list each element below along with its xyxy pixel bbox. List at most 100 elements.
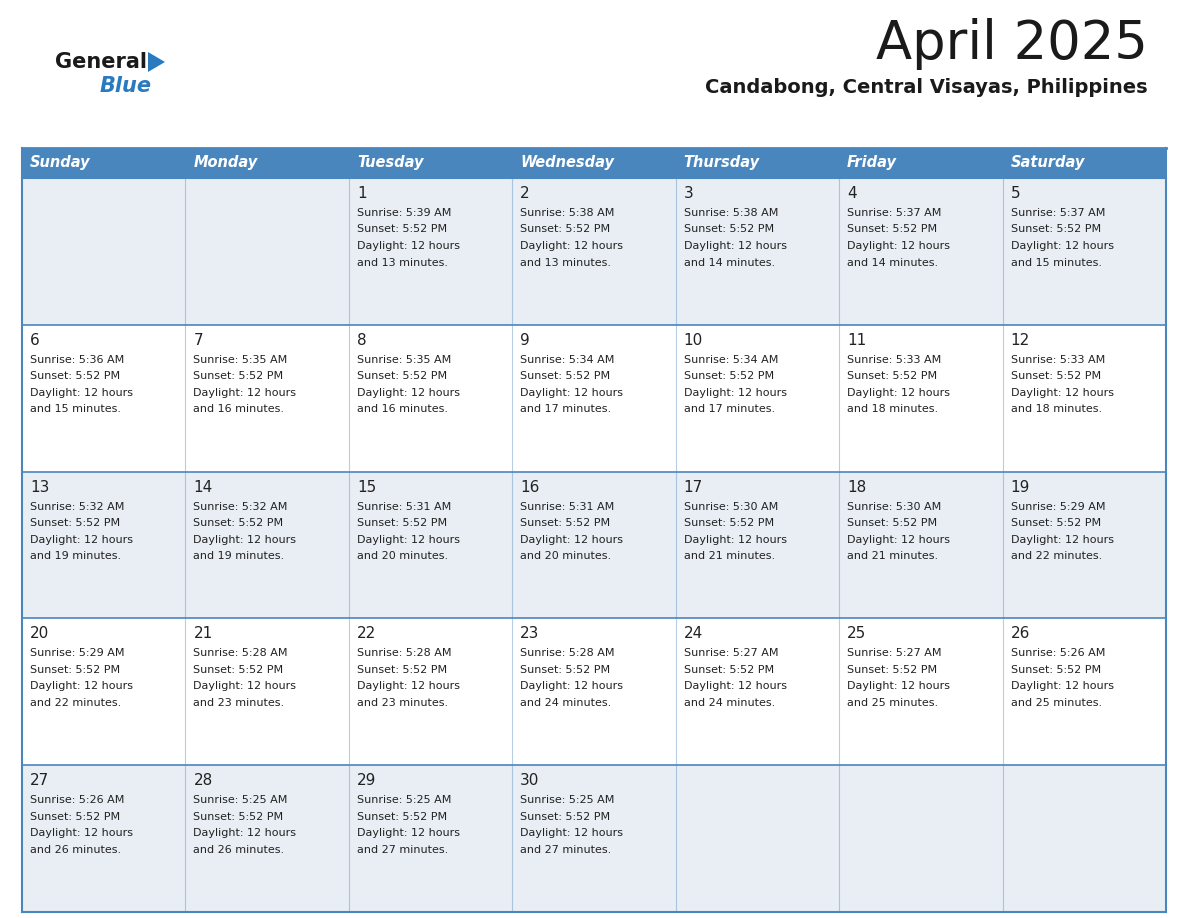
Text: Sunrise: 5:34 AM: Sunrise: 5:34 AM [520,354,614,364]
Text: 27: 27 [30,773,49,789]
Text: Sunset: 5:52 PM: Sunset: 5:52 PM [1011,371,1101,381]
Text: Tuesday: Tuesday [356,155,423,171]
Text: Daylight: 12 hours: Daylight: 12 hours [356,387,460,397]
Text: Monday: Monday [194,155,258,171]
Text: Sunset: 5:52 PM: Sunset: 5:52 PM [520,518,611,528]
Text: Thursday: Thursday [684,155,760,171]
Text: and 14 minutes.: and 14 minutes. [847,258,939,267]
Text: Sunrise: 5:29 AM: Sunrise: 5:29 AM [30,648,125,658]
Text: Daylight: 12 hours: Daylight: 12 hours [30,828,133,838]
Text: Sunset: 5:52 PM: Sunset: 5:52 PM [847,225,937,234]
Text: 18: 18 [847,479,866,495]
Text: Sunset: 5:52 PM: Sunset: 5:52 PM [194,518,284,528]
Bar [23,619,1165,766]
Text: 15: 15 [356,479,377,495]
Text: Sunset: 5:52 PM: Sunset: 5:52 PM [356,812,447,822]
Text: Sunset: 5:52 PM: Sunset: 5:52 PM [684,518,773,528]
Text: 22: 22 [356,626,377,642]
Text: 4: 4 [847,186,857,201]
Text: Daylight: 12 hours: Daylight: 12 hours [30,534,133,544]
Text: Daylight: 12 hours: Daylight: 12 hours [356,534,460,544]
Text: Blue: Blue [100,76,152,96]
Text: Daylight: 12 hours: Daylight: 12 hours [194,681,297,691]
Text: and 22 minutes.: and 22 minutes. [1011,551,1101,561]
Text: April 2025: April 2025 [876,18,1148,70]
Text: Sunrise: 5:37 AM: Sunrise: 5:37 AM [1011,208,1105,218]
Text: 16: 16 [520,479,539,495]
Text: 12: 12 [1011,333,1030,348]
Bar [23,766,1165,912]
Text: Sunrise: 5:33 AM: Sunrise: 5:33 AM [847,354,941,364]
Text: Sunrise: 5:25 AM: Sunrise: 5:25 AM [520,795,614,805]
Text: 23: 23 [520,626,539,642]
Text: Daylight: 12 hours: Daylight: 12 hours [684,241,786,251]
Text: Daylight: 12 hours: Daylight: 12 hours [847,681,950,691]
Text: Sunset: 5:52 PM: Sunset: 5:52 PM [30,371,120,381]
Text: and 16 minutes.: and 16 minutes. [194,404,284,414]
Text: Sunset: 5:52 PM: Sunset: 5:52 PM [356,665,447,675]
Text: Sunrise: 5:25 AM: Sunrise: 5:25 AM [356,795,451,805]
Text: 2: 2 [520,186,530,201]
Text: 28: 28 [194,773,213,789]
Text: Sunrise: 5:38 AM: Sunrise: 5:38 AM [684,208,778,218]
Text: and 16 minutes.: and 16 minutes. [356,404,448,414]
Text: Daylight: 12 hours: Daylight: 12 hours [30,387,133,397]
Text: Saturday: Saturday [1011,155,1085,171]
Text: Sunrise: 5:26 AM: Sunrise: 5:26 AM [1011,648,1105,658]
Text: Candabong, Central Visayas, Philippines: Candabong, Central Visayas, Philippines [706,78,1148,97]
Text: General: General [55,52,147,72]
Text: Daylight: 12 hours: Daylight: 12 hours [194,534,297,544]
Text: Sunrise: 5:33 AM: Sunrise: 5:33 AM [1011,354,1105,364]
Text: Sunset: 5:52 PM: Sunset: 5:52 PM [684,371,773,381]
Text: 6: 6 [30,333,39,348]
Text: Daylight: 12 hours: Daylight: 12 hours [847,534,950,544]
Text: Sunset: 5:52 PM: Sunset: 5:52 PM [684,225,773,234]
Text: Sunset: 5:52 PM: Sunset: 5:52 PM [684,665,773,675]
Text: Sunrise: 5:28 AM: Sunrise: 5:28 AM [356,648,451,658]
Text: Daylight: 12 hours: Daylight: 12 hours [1011,387,1113,397]
Text: Daylight: 12 hours: Daylight: 12 hours [847,387,950,397]
Text: Sunset: 5:52 PM: Sunset: 5:52 PM [847,371,937,381]
Text: Daylight: 12 hours: Daylight: 12 hours [520,387,624,397]
Text: 17: 17 [684,479,703,495]
Text: Sunset: 5:52 PM: Sunset: 5:52 PM [847,665,937,675]
Text: and 14 minutes.: and 14 minutes. [684,258,775,267]
Text: Sunrise: 5:35 AM: Sunrise: 5:35 AM [194,354,287,364]
Text: Sunrise: 5:31 AM: Sunrise: 5:31 AM [520,501,614,511]
Text: Sunrise: 5:29 AM: Sunrise: 5:29 AM [1011,501,1105,511]
Text: Daylight: 12 hours: Daylight: 12 hours [520,241,624,251]
Text: Daylight: 12 hours: Daylight: 12 hours [356,241,460,251]
Bar [23,148,1165,178]
Text: and 20 minutes.: and 20 minutes. [356,551,448,561]
Text: 26: 26 [1011,626,1030,642]
Text: Sunset: 5:52 PM: Sunset: 5:52 PM [194,812,284,822]
Text: Sunset: 5:52 PM: Sunset: 5:52 PM [356,225,447,234]
Text: Sunrise: 5:27 AM: Sunrise: 5:27 AM [847,648,942,658]
Text: Sunset: 5:52 PM: Sunset: 5:52 PM [520,225,611,234]
Text: 13: 13 [30,479,50,495]
Text: Sunrise: 5:26 AM: Sunrise: 5:26 AM [30,795,125,805]
Text: Sunset: 5:52 PM: Sunset: 5:52 PM [1011,518,1101,528]
Text: and 27 minutes.: and 27 minutes. [520,845,612,855]
Text: Sunrise: 5:28 AM: Sunrise: 5:28 AM [194,648,287,658]
Text: and 27 minutes.: and 27 minutes. [356,845,448,855]
Text: Sunrise: 5:36 AM: Sunrise: 5:36 AM [30,354,125,364]
Text: Daylight: 12 hours: Daylight: 12 hours [684,387,786,397]
Text: Daylight: 12 hours: Daylight: 12 hours [847,241,950,251]
Text: and 13 minutes.: and 13 minutes. [520,258,612,267]
Text: Sunrise: 5:30 AM: Sunrise: 5:30 AM [847,501,941,511]
Text: Sunrise: 5:27 AM: Sunrise: 5:27 AM [684,648,778,658]
Text: Sunset: 5:52 PM: Sunset: 5:52 PM [30,518,120,528]
Text: and 15 minutes.: and 15 minutes. [1011,258,1101,267]
Text: and 20 minutes.: and 20 minutes. [520,551,612,561]
Text: Sunset: 5:52 PM: Sunset: 5:52 PM [520,665,611,675]
Text: Sunrise: 5:34 AM: Sunrise: 5:34 AM [684,354,778,364]
Text: Sunset: 5:52 PM: Sunset: 5:52 PM [520,371,611,381]
Text: Sunset: 5:52 PM: Sunset: 5:52 PM [356,371,447,381]
Text: Daylight: 12 hours: Daylight: 12 hours [356,681,460,691]
Text: 24: 24 [684,626,703,642]
Text: Daylight: 12 hours: Daylight: 12 hours [194,387,297,397]
Text: Sunset: 5:52 PM: Sunset: 5:52 PM [1011,665,1101,675]
Text: and 17 minutes.: and 17 minutes. [684,404,775,414]
Text: Daylight: 12 hours: Daylight: 12 hours [1011,534,1113,544]
